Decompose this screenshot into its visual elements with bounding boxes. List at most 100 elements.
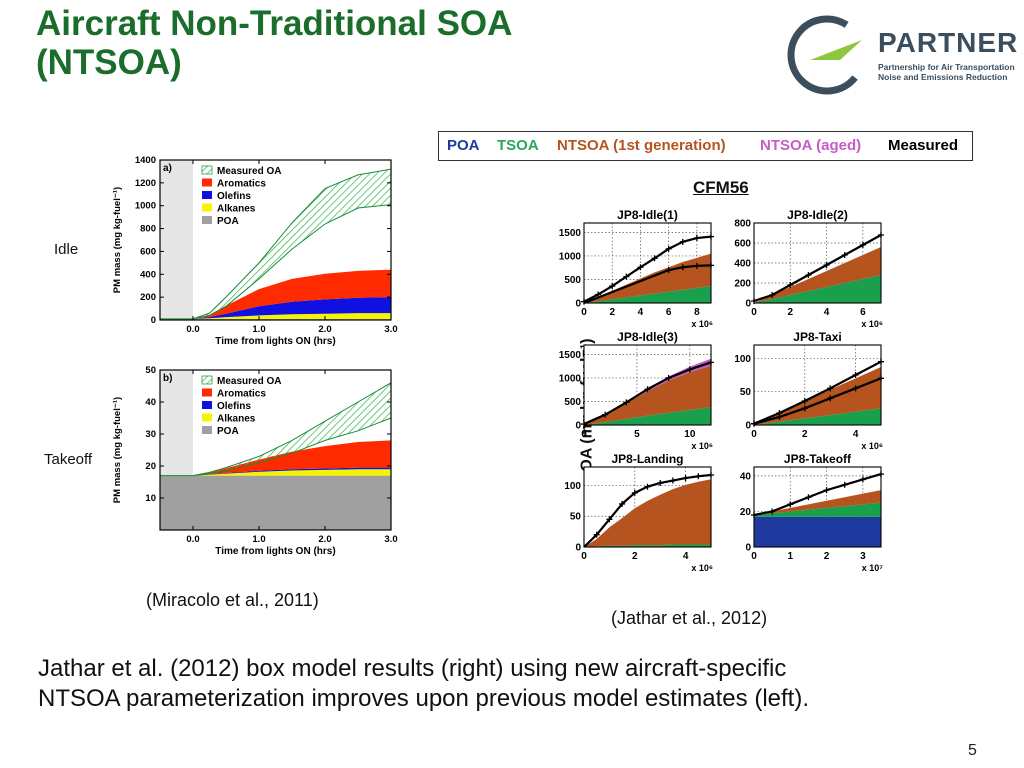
measured-point — [644, 386, 651, 393]
legend-label: Olefins — [217, 191, 251, 202]
y-tick-label: 0 — [575, 299, 581, 310]
plot-frame — [753, 222, 882, 304]
legend-ntsoa-aged: NTSOA (aged) — [760, 137, 862, 154]
legend-swatch — [202, 401, 212, 409]
measured-point — [593, 531, 600, 538]
label-idle: Idle — [54, 241, 79, 258]
x-tick-label: 10 — [684, 429, 696, 440]
measured-point — [657, 480, 664, 486]
legend-label: Aromatics — [217, 389, 266, 400]
y-tick-label: 0 — [151, 315, 156, 326]
x-axis-label: Time from lights ON (hrs) — [215, 336, 335, 347]
slide-title: Aircraft Non-Traditional SOA (NTSOA) — [36, 4, 512, 82]
y-tick-label: 500 — [564, 397, 581, 408]
y-axis-label: PM mass (mg kg-fuel⁻¹) — [112, 187, 123, 293]
caption-line2: NTSOA parameterization improves upon pre… — [38, 685, 809, 712]
tsoa-area — [584, 286, 711, 303]
right-legend: POA TSOA NTSOA (1st generation) NTSOA (a… — [438, 131, 973, 161]
measured-point — [695, 473, 702, 480]
measured-point — [665, 374, 672, 381]
x-tick-label: 0 — [581, 307, 587, 318]
alkanes-area — [160, 469, 391, 476]
x-tick-label: 0 — [751, 551, 757, 562]
y-tick-label: 20 — [740, 507, 752, 518]
panel-title: JP8-Takeoff — [784, 452, 852, 466]
measured-point — [686, 366, 693, 373]
y-tick-label: 400 — [734, 259, 751, 270]
slide-title-line1: Aircraft Non-Traditional SOA — [36, 4, 513, 43]
x-tick-label: 3 — [860, 551, 866, 562]
legend-measured: Measured — [888, 137, 959, 154]
x-tick-label: 2 — [802, 429, 808, 440]
measured-point — [606, 516, 613, 523]
measured-line — [753, 360, 882, 425]
legend-label: Measured OA — [217, 376, 281, 387]
x-tick-label: 2.0 — [318, 324, 331, 335]
measured-point — [805, 494, 812, 501]
y-tick-label: 0 — [745, 299, 751, 310]
citation-left: (Miracolo et al., 2011) — [146, 590, 319, 610]
citation-right: (Jathar et al., 2012) — [611, 608, 768, 628]
alkanes-area — [160, 313, 391, 319]
x-tick-label: 4 — [824, 307, 830, 318]
legend-swatch — [202, 191, 212, 199]
y-tick-label: 100 — [734, 354, 751, 365]
measured-point — [801, 398, 808, 404]
y-tick-label: 10 — [145, 493, 156, 504]
legend-swatch — [202, 413, 212, 422]
panel-title: JP8-Landing — [611, 452, 683, 466]
measured-line — [753, 473, 882, 517]
x-tick-label: 3.0 — [384, 324, 397, 335]
measured-point — [827, 385, 834, 392]
legend-tsoa: TSOA — [497, 137, 539, 154]
legend-label: POA — [217, 426, 239, 437]
y-tick-label: 0 — [575, 421, 581, 432]
x-tick-label: 2.0 — [318, 534, 331, 545]
ntsoa-1st-area — [584, 479, 711, 547]
legend-label: Aromatics — [217, 179, 266, 190]
measured-point — [805, 272, 812, 278]
legend-swatch — [201, 375, 213, 385]
y-tick-label: 600 — [734, 239, 751, 250]
legend-swatch — [202, 203, 212, 212]
x-tick-label: 1.0 — [252, 324, 265, 335]
lights-off-shade — [160, 160, 193, 320]
measured-point — [623, 273, 630, 280]
measured-point — [619, 500, 626, 507]
chart-jp8-idle-1: 0 500 1000 1500 0 2 4 6 8 JP8-Idle(1) x 10⁶ — [559, 208, 714, 328]
tsoa-area — [584, 407, 711, 425]
y-tick-label: 1400 — [135, 155, 156, 166]
chart-takeoff-pm-mass: 10 20 30 40 50 0.0 1.0 2.0 3.0 Time from lights O… — [112, 365, 398, 557]
olefins-area — [160, 467, 391, 476]
x-tick-label: 6 — [860, 307, 866, 318]
legend-label: Measured OA — [217, 166, 281, 177]
slide-caption: Jathar et al. (2012) box model results (… — [38, 654, 998, 714]
measured-point — [852, 372, 859, 378]
partner-logo — [787, 15, 867, 95]
measured-point — [801, 405, 808, 412]
measured-point — [787, 501, 794, 508]
x-tick-label: 0 — [751, 429, 757, 440]
slide-number: 5 — [968, 742, 977, 759]
x-tick-label: 2 — [824, 551, 830, 562]
y-tick-label: 1500 — [559, 350, 582, 361]
chart-jp8-idle-2: 0 200 400 600 800 0 2 4 6 JP8-Idle(2) x 10⁶ — [734, 208, 884, 328]
measured-point — [651, 255, 658, 262]
y-tick-label: 50 — [740, 387, 752, 398]
measured-point — [823, 262, 830, 268]
measured-line — [753, 377, 882, 425]
plot-frame — [753, 466, 882, 548]
y-tick-label: 0 — [745, 543, 751, 554]
y-tick-label: 40 — [145, 397, 156, 408]
measured-point — [852, 385, 859, 392]
legend-ntsoa-1st: NTSOA (1st generation) — [557, 137, 726, 154]
ntsoa-1st-area — [754, 367, 881, 425]
plot-frame — [159, 159, 392, 321]
plot-frame — [583, 466, 712, 548]
y-tick-label: 1200 — [135, 178, 156, 189]
y-tick-label: 1000 — [135, 201, 156, 212]
x-tick-label: 0 — [581, 429, 587, 440]
x-tick-label: 3.0 — [384, 534, 397, 545]
y-tick-label: 200 — [734, 279, 751, 290]
y-tick-label: 600 — [140, 246, 156, 257]
